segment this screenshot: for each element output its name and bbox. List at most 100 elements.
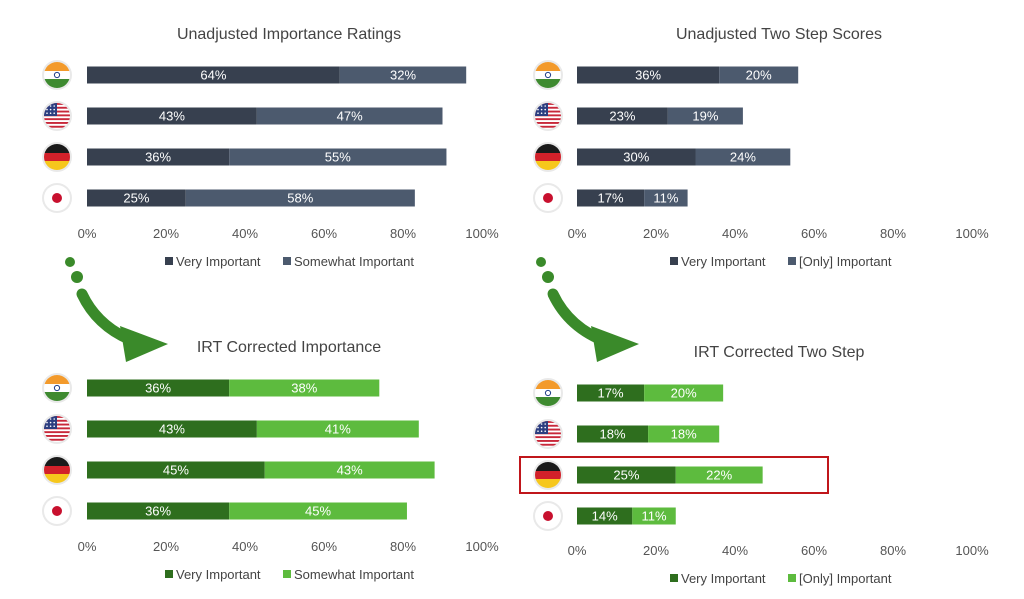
germany-flag-icon [533, 142, 563, 172]
data-label: 43% [159, 109, 185, 124]
bar-india-series-2 [644, 384, 724, 402]
bar-japan-series-2 [229, 502, 407, 520]
chart-panel-3: IRT Corrected Importance 36% 38% 43% 41% 45% 4… [42, 339, 499, 582]
india-flag-icon [42, 373, 72, 403]
x-tick-label: 0% [568, 543, 587, 558]
chart-title: Unadjusted Two Step Scores [676, 26, 882, 43]
bar-usa-series-1 [577, 425, 649, 443]
bar-india-series-1 [87, 379, 230, 397]
bar-japan-series-1 [87, 189, 186, 207]
curved-arrow-icon-right [536, 257, 639, 362]
bar-usa-series-1 [577, 107, 668, 125]
data-label: 23% [609, 109, 635, 124]
x-tick-label: 20% [643, 226, 669, 241]
highlight-box [519, 456, 829, 494]
data-label: 43% [337, 463, 363, 478]
bar-usa-series-2 [648, 425, 720, 443]
legend-swatch [788, 257, 796, 265]
bar-germany-series-2 [675, 466, 763, 484]
x-tick-label: 80% [390, 226, 416, 241]
legend-label: Very Important [681, 571, 766, 586]
x-tick-label: 100% [955, 543, 989, 558]
germany-flag-icon [42, 455, 72, 485]
bar-india-series-2 [719, 66, 799, 84]
data-label: 45% [163, 463, 189, 478]
data-label: 36% [635, 68, 661, 83]
legend-label: [Only] Important [799, 571, 892, 586]
data-label: 30% [623, 150, 649, 165]
data-label: 64% [200, 68, 226, 83]
legend-swatch [165, 257, 173, 265]
data-label: 18% [671, 427, 697, 442]
data-label: 22% [706, 468, 732, 483]
data-label: 18% [600, 427, 626, 442]
x-tick-label: 60% [311, 539, 337, 554]
bar-japan-series-2 [632, 507, 676, 525]
data-label: 19% [692, 109, 718, 124]
india-flag-icon [533, 60, 563, 90]
legend-swatch [670, 257, 678, 265]
data-label: 36% [145, 150, 171, 165]
bar-germany-series-1 [577, 148, 696, 166]
legend-label: Somewhat Important [294, 254, 414, 269]
data-label: 45% [305, 504, 331, 519]
japan-flag-icon [42, 183, 72, 213]
x-tick-label: 100% [465, 226, 499, 241]
india-flag-icon [533, 378, 563, 408]
bar-japan-series-2 [185, 189, 415, 207]
data-label: 20% [746, 68, 772, 83]
usa-flag-icon [533, 419, 563, 449]
legend-label: Very Important [681, 254, 766, 269]
x-tick-label: 80% [390, 539, 416, 554]
data-label: 17% [598, 191, 624, 206]
legend-label: Very Important [176, 567, 261, 582]
usa-flag-icon [533, 101, 563, 131]
x-tick-label: 0% [568, 226, 587, 241]
usa-flag-icon [42, 414, 72, 444]
x-tick-label: 0% [78, 226, 97, 241]
data-label: 24% [730, 150, 756, 165]
data-label: 55% [325, 150, 351, 165]
bar-germany-series-2 [229, 148, 447, 166]
data-label: 25% [123, 191, 149, 206]
data-label: 36% [145, 504, 171, 519]
japan-flag-icon [533, 183, 563, 213]
bar-usa-series-1 [87, 107, 257, 125]
x-tick-label: 0% [78, 539, 97, 554]
bar-usa-series-2 [256, 420, 419, 438]
x-tick-label: 40% [722, 226, 748, 241]
india-flag-icon [42, 60, 72, 90]
germany-flag-icon [42, 142, 72, 172]
bar-japan-series-1 [577, 507, 633, 525]
x-tick-label: 20% [643, 543, 669, 558]
data-label: 11% [641, 509, 666, 524]
bar-usa-series-1 [87, 420, 257, 438]
bar-usa-series-2 [256, 107, 443, 125]
data-label: 14% [592, 509, 618, 524]
data-label: 25% [613, 468, 639, 483]
legend-label: Somewhat Important [294, 567, 414, 582]
bar-germany-series-1 [577, 466, 676, 484]
x-tick-label: 80% [880, 543, 906, 558]
x-tick-label: 40% [232, 226, 258, 241]
data-label: 20% [671, 386, 697, 401]
x-tick-label: 40% [722, 543, 748, 558]
chart-title: IRT Corrected Two Step [694, 344, 865, 361]
data-label: 36% [145, 381, 171, 396]
x-tick-label: 20% [153, 539, 179, 554]
chart-title: IRT Corrected Importance [197, 339, 381, 356]
legend-label: [Only] Important [799, 254, 892, 269]
bar-india-series-2 [339, 66, 467, 84]
chart-panel-4: IRT Corrected Two Step 17% 20% 18% 18% 25% 22%… [519, 344, 989, 586]
usa-flag-icon [42, 101, 72, 131]
x-tick-label: 60% [801, 543, 827, 558]
bar-usa-series-2 [667, 107, 743, 125]
x-tick-label: 60% [801, 226, 827, 241]
x-tick-label: 100% [465, 539, 499, 554]
x-tick-label: 60% [311, 226, 337, 241]
data-label: 11% [653, 191, 678, 206]
data-label: 43% [159, 422, 185, 437]
data-label: 32% [390, 68, 416, 83]
x-tick-label: 40% [232, 539, 258, 554]
